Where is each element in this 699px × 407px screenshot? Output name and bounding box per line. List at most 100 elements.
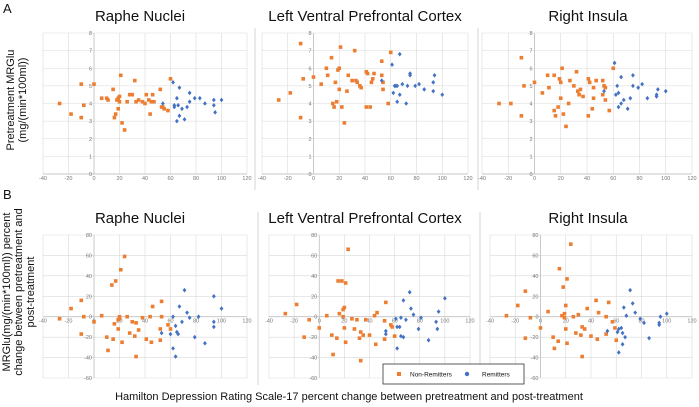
data-point-remitter: [197, 95, 202, 101]
data-point-non-remitter: [340, 279, 344, 283]
data-point-non-remitter: [504, 313, 509, 318]
data-point-non-remitter: [341, 314, 345, 319]
y-tick-label: 20: [311, 294, 317, 300]
data-point-non-remitter: [127, 331, 132, 335]
data-point-non-remitter: [127, 92, 132, 97]
data-point-non-remitter: [586, 114, 591, 118]
x-tick-label: 120: [242, 176, 251, 182]
data-point-non-remitter: [143, 101, 147, 106]
data-point-non-remitter: [523, 336, 528, 340]
data-point-non-remitter: [604, 314, 608, 319]
y-tick-label: 0: [314, 315, 317, 321]
data-point-non-remitter: [358, 330, 363, 334]
x-tick-label: 80: [193, 176, 199, 182]
data-point-remitter: [615, 83, 620, 89]
legend-label-remitters: Remitters: [482, 372, 511, 379]
data-point-non-remitter: [564, 124, 568, 129]
y-tick-label: -20: [531, 335, 539, 341]
data-point-non-remitter: [79, 82, 84, 86]
data-point-non-remitter: [79, 298, 84, 303]
data-point-non-remitter: [331, 352, 335, 357]
data-point-remitter: [663, 88, 668, 94]
y-tick-label: 60: [532, 253, 538, 259]
data-point-remitter: [395, 324, 400, 330]
x-tick-label: 20: [336, 176, 342, 182]
data-point-non-remitter: [390, 325, 394, 329]
data-point-non-remitter: [158, 327, 163, 331]
data-point-non-remitter: [82, 103, 86, 108]
data-point-non-remitter: [569, 242, 573, 246]
y-tick-label: -20: [309, 335, 317, 341]
x-tick-label: 120: [687, 176, 696, 182]
data-point-non-remitter: [350, 316, 354, 321]
data-point-non-remitter: [604, 332, 608, 336]
data-point-non-remitter: [319, 82, 324, 86]
data-point-non-remitter: [57, 316, 62, 321]
data-point-remitter: [442, 296, 447, 301]
data-point-remitter: [192, 334, 197, 340]
data-point-non-remitter: [125, 99, 129, 104]
data-point-remitter: [219, 306, 224, 311]
data-point-non-remitter: [580, 354, 584, 359]
data-point-remitter: [619, 101, 624, 106]
x-tick-label: 20: [558, 176, 564, 182]
data-point-remitter: [630, 301, 635, 306]
data-point-non-remitter: [342, 326, 347, 330]
data-point-remitter: [638, 316, 643, 322]
data-point-remitter: [417, 81, 421, 87]
y-tick-label: 2: [89, 137, 92, 143]
data-point-remitter: [631, 73, 635, 78]
data-point-non-remitter: [166, 323, 170, 327]
data-point-non-remitter: [134, 99, 138, 104]
data-point-non-remitter: [382, 337, 387, 341]
x-tick-label: 60: [613, 319, 619, 325]
data-point-non-remitter: [545, 73, 550, 78]
data-point-remitter: [613, 92, 618, 97]
data-point-non-remitter: [379, 59, 384, 63]
data-point-non-remitter: [603, 98, 608, 102]
data-point-non-remitter: [538, 326, 543, 330]
data-point-non-remitter: [162, 106, 166, 111]
data-point-non-remitter: [120, 340, 124, 345]
data-point-non-remitter: [159, 299, 164, 304]
data-point-remitter: [400, 81, 405, 87]
data-point-non-remitter: [372, 71, 376, 76]
data-point-remitter: [625, 106, 630, 112]
data-point-remitter: [619, 325, 624, 331]
x-tick-label: 60: [167, 176, 173, 182]
data-point-remitter: [192, 95, 197, 101]
x-tick-label: 80: [636, 176, 642, 182]
data-point-non-remitter: [355, 80, 360, 85]
data-point-non-remitter: [571, 314, 576, 319]
data-point-non-remitter: [552, 73, 556, 78]
y-tick-label: -60: [531, 376, 539, 382]
data-point-non-remitter: [587, 80, 592, 85]
data-point-non-remitter: [388, 50, 393, 55]
x-tick-label: 20: [116, 176, 122, 182]
data-point-non-remitter: [343, 281, 348, 285]
data-point-non-remitter: [509, 101, 513, 106]
data-point-remitter: [395, 99, 400, 105]
x-tick-label: -40: [486, 319, 494, 325]
data-point-remitter: [182, 287, 187, 293]
data-point-non-remitter: [572, 84, 576, 88]
data-point-non-remitter: [600, 92, 605, 97]
data-point-non-remitter: [576, 89, 580, 93]
x-tick-label: 60: [167, 319, 173, 325]
data-point-non-remitter: [581, 94, 585, 99]
data-point-remitter: [219, 97, 224, 103]
data-point-non-remitter: [614, 338, 619, 343]
data-point-remitter: [174, 118, 179, 124]
scatter-panel: Right Insula -40 -20 0 20 40 60 80 100 120 0 1 2 3 4 5 6…: [478, 8, 697, 182]
panel-title: Left Ventral Prefrontal Cortex: [268, 8, 462, 25]
data-point-non-remitter: [613, 326, 617, 330]
data-point-non-remitter: [367, 333, 372, 337]
x-tick-label: 40: [588, 319, 594, 325]
data-point-non-remitter: [148, 314, 152, 319]
x-tick-label: -40: [39, 176, 47, 182]
data-point-remitter: [658, 314, 663, 320]
data-point-non-remitter: [552, 346, 557, 351]
y-tick-label: 5: [89, 84, 92, 90]
data-point-remitter: [211, 293, 216, 299]
y-tick-label: 3: [529, 119, 532, 125]
